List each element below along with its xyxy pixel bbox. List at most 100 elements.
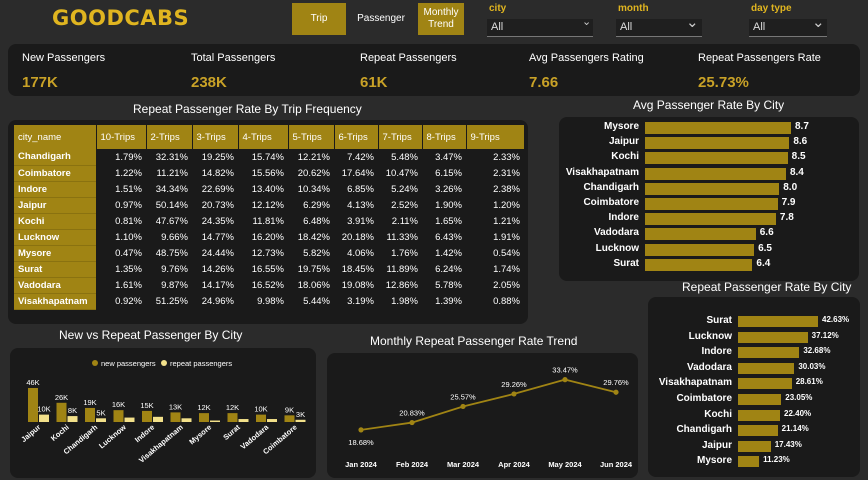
nav-passenger-button[interactable]: Passenger [357, 13, 405, 24]
trend-line [360, 378, 617, 431]
bar-value-label: 7.8 [779, 212, 794, 224]
bar-value-label: 16K [112, 400, 125, 409]
column-header[interactable]: 9-Trips [466, 125, 525, 149]
month-slicer[interactable]: All [616, 19, 702, 37]
rate-cell: 0.97% [115, 199, 142, 211]
rate-cell: 9.76% [161, 263, 188, 275]
rate-cell: 14.17% [201, 279, 234, 291]
month-slicer-value: All [620, 21, 633, 33]
rate-cell: 22.69% [201, 183, 234, 195]
bar [645, 137, 790, 150]
bar-category-label: Kochi [611, 151, 639, 163]
repeat-passenger-bar [295, 419, 306, 422]
column-header[interactable]: 8-Trips [422, 125, 467, 149]
table-row: Visakhapatnam 0.92% 51.25% 24.96% 9.98% 5.44%… [14, 293, 524, 310]
point-value-label: 25.57% [450, 392, 476, 401]
column-header[interactable]: 6-Trips [334, 125, 379, 149]
city-cell: Surat [14, 261, 96, 278]
chevron-down-icon[interactable]: ⌄ [686, 14, 699, 31]
rate-cell: 1.98% [391, 295, 418, 307]
repeat-rate-chart-title: Repeat Passenger Rate By City [682, 280, 852, 294]
repeat-passenger-bar [153, 416, 163, 422]
nav-trip-button[interactable]: Trip [292, 3, 346, 35]
rate-cell: 50.14% [155, 199, 188, 211]
rate-cell: 6.85% [347, 183, 374, 195]
bar-value-label: 8.5 [791, 151, 806, 163]
rate-cell: 17.64% [341, 167, 374, 179]
rate-cell: 18.42% [297, 231, 330, 243]
repeat-passenger-bar [39, 414, 49, 422]
city-cell: Mysore [14, 245, 96, 262]
rate-cell: 24.44% [201, 247, 234, 259]
rate-cell: 1.74% [493, 263, 520, 275]
rate-cell: 24.96% [201, 295, 234, 307]
x-axis-month-label: Apr 2024 [498, 460, 531, 469]
bar-category-label: Visakhapatnam [565, 166, 639, 178]
bar-value-label: 6.6 [759, 227, 774, 239]
column-header[interactable]: 5-Trips [288, 125, 335, 149]
bar-category-label: Mysore [696, 455, 732, 467]
bar-category-label: Jaipur [608, 136, 639, 148]
column-header[interactable]: 2-Trips [146, 125, 193, 149]
rate-cell: 1.21% [493, 215, 520, 227]
legend-repeat-label: repeat passengers [170, 359, 232, 368]
rate-cell: 32.31% [155, 151, 188, 163]
rate-cell: 11.89% [386, 263, 418, 275]
kpi-panel [8, 44, 860, 96]
bar-value-label: 10K [254, 405, 267, 414]
column-header[interactable]: 4-Trips [238, 125, 289, 149]
rate-cell: 0.81% [115, 215, 142, 227]
repeat-rate-chart-panel: Surat 42.63% Lucknow 37.12% Indore 32.68% Vado… [648, 297, 860, 477]
column-header[interactable]: 3-Trips [192, 125, 239, 149]
rate-cell: 47.67% [155, 215, 188, 227]
x-axis-month-label: Feb 2024 [396, 460, 429, 469]
bar-category-label: Chandigarh [583, 181, 639, 193]
rate-cell: 11.81% [252, 215, 284, 227]
rate-cell: 1.90% [435, 199, 462, 211]
rate-cell: 13.40% [251, 183, 284, 195]
bar [645, 152, 788, 165]
nav-monthly-trend-button[interactable]: Monthly Trend [418, 3, 464, 35]
column-header[interactable]: 10-Trips [96, 125, 147, 149]
city-slicer-label: city [489, 3, 507, 14]
rate-cell: 24.35% [201, 215, 234, 227]
rate-cell: 14.26% [201, 263, 234, 275]
rate-cell: 1.22% [115, 167, 142, 179]
rate-cell: 5.44% [303, 295, 330, 307]
city-cell: Indore [14, 181, 96, 198]
rate-cell: 1.91% [493, 231, 520, 243]
bar [645, 258, 753, 271]
chevron-down-icon[interactable]: ⌄ [812, 14, 825, 31]
rate-cell: 19.75% [297, 263, 330, 275]
bar-value-label: 11.23% [763, 455, 790, 465]
day-type-slicer[interactable]: All [749, 19, 827, 37]
avg-rating-chart-title: Avg Passenger Rate By City [633, 98, 785, 112]
bar-category-label: Surat [613, 257, 639, 269]
legend-new-dot [92, 360, 98, 366]
bar-category-label: Vadodara [686, 361, 732, 373]
repeat-passenger-bar [96, 418, 106, 422]
column-header-city-name[interactable]: city_name [14, 125, 97, 149]
rate-cell: 2.33% [493, 151, 520, 163]
table-row: Kochi 0.81% 47.67% 24.35% 11.81% 6.48% 3.91% 2.… [14, 213, 524, 230]
city-slicer[interactable]: All [487, 19, 593, 37]
bar-value-label: 13K [169, 402, 182, 411]
point-value-label: 33.47% [552, 366, 578, 375]
new-vs-repeat-chart: new passengers repeat passengers 46K 10K Jai… [19, 359, 306, 465]
bar-category-label: Lucknow [688, 330, 732, 342]
column-header[interactable]: 7-Trips [378, 125, 423, 149]
bar-category-label: Vadodara [593, 227, 639, 239]
bar-value-label: 8.4 [789, 166, 804, 178]
chevron-down-icon[interactable]: ⌄ [582, 16, 592, 28]
bar-value-label: 42.63% [822, 315, 850, 324]
bar-category-label: Jaipur [701, 439, 732, 451]
rate-cell: 3.19% [347, 295, 374, 307]
new-passenger-bar [256, 414, 266, 422]
x-axis-category-label: Jaipur [19, 423, 42, 444]
trend-point [358, 427, 364, 433]
rate-cell: 1.10% [115, 231, 142, 243]
city-cell: Kochi [14, 213, 96, 230]
trend-point [613, 389, 619, 395]
monthly-trend-panel: 18.68% Jan 2024 20.83% Feb 2024 25.57% Mar 20… [327, 353, 638, 478]
rate-cell: 0.54% [493, 247, 520, 259]
